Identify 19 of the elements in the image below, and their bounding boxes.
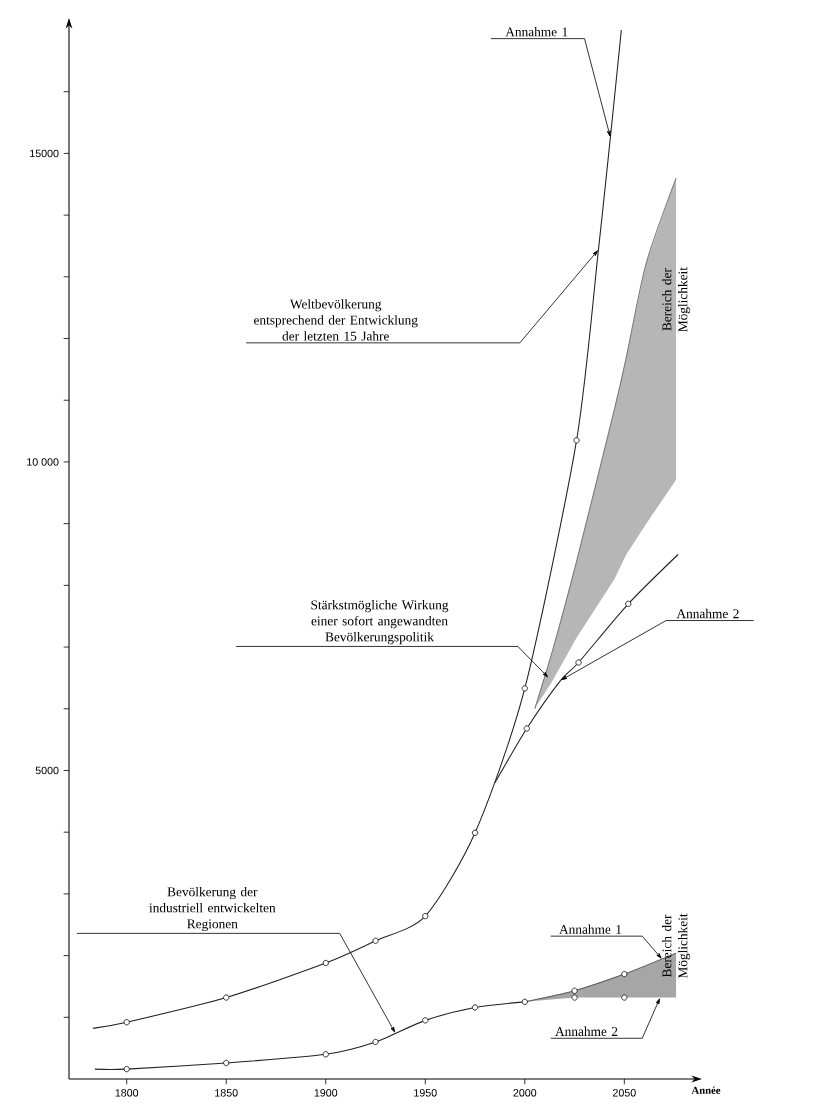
annotation: Weltbevölkerung entsprechend der Entwicklung der letzten 15 Jahre — [254, 299, 418, 341]
annotation: Annahme 2 — [555, 1026, 618, 1036]
annotation: Bevölkerung der industriell entwickelten Regionen — [149, 886, 276, 932]
annotation: Stärkstmögliche Wirkung einer sofort angewandten Bevölkerungspolitik — [311, 600, 449, 645]
x-tick-label: 1900 — [314, 1089, 338, 1097]
y-tick-label: 10 000 — [27, 458, 59, 466]
x-axis-title: Année — [691, 1086, 721, 1094]
x-tick-label: 1850 — [215, 1089, 238, 1097]
annotation: Annahme 1 — [505, 26, 568, 37]
annotation: Annahme 2 — [676, 608, 739, 619]
y-tick-label: 5000 — [35, 766, 59, 775]
x-tick-label: 2000 — [513, 1089, 537, 1097]
text: Bereich der Möglichkeit — [662, 267, 691, 332]
text: Bereich der Möglichkeit — [662, 913, 691, 979]
annotation: Annahme 1 — [559, 924, 622, 934]
x-tick-label: 1950 — [414, 1089, 437, 1097]
y-tick-label: 15000 — [30, 149, 59, 158]
x-tick-label: 2050 — [613, 1089, 636, 1097]
x-tick-label: 1800 — [115, 1089, 139, 1097]
